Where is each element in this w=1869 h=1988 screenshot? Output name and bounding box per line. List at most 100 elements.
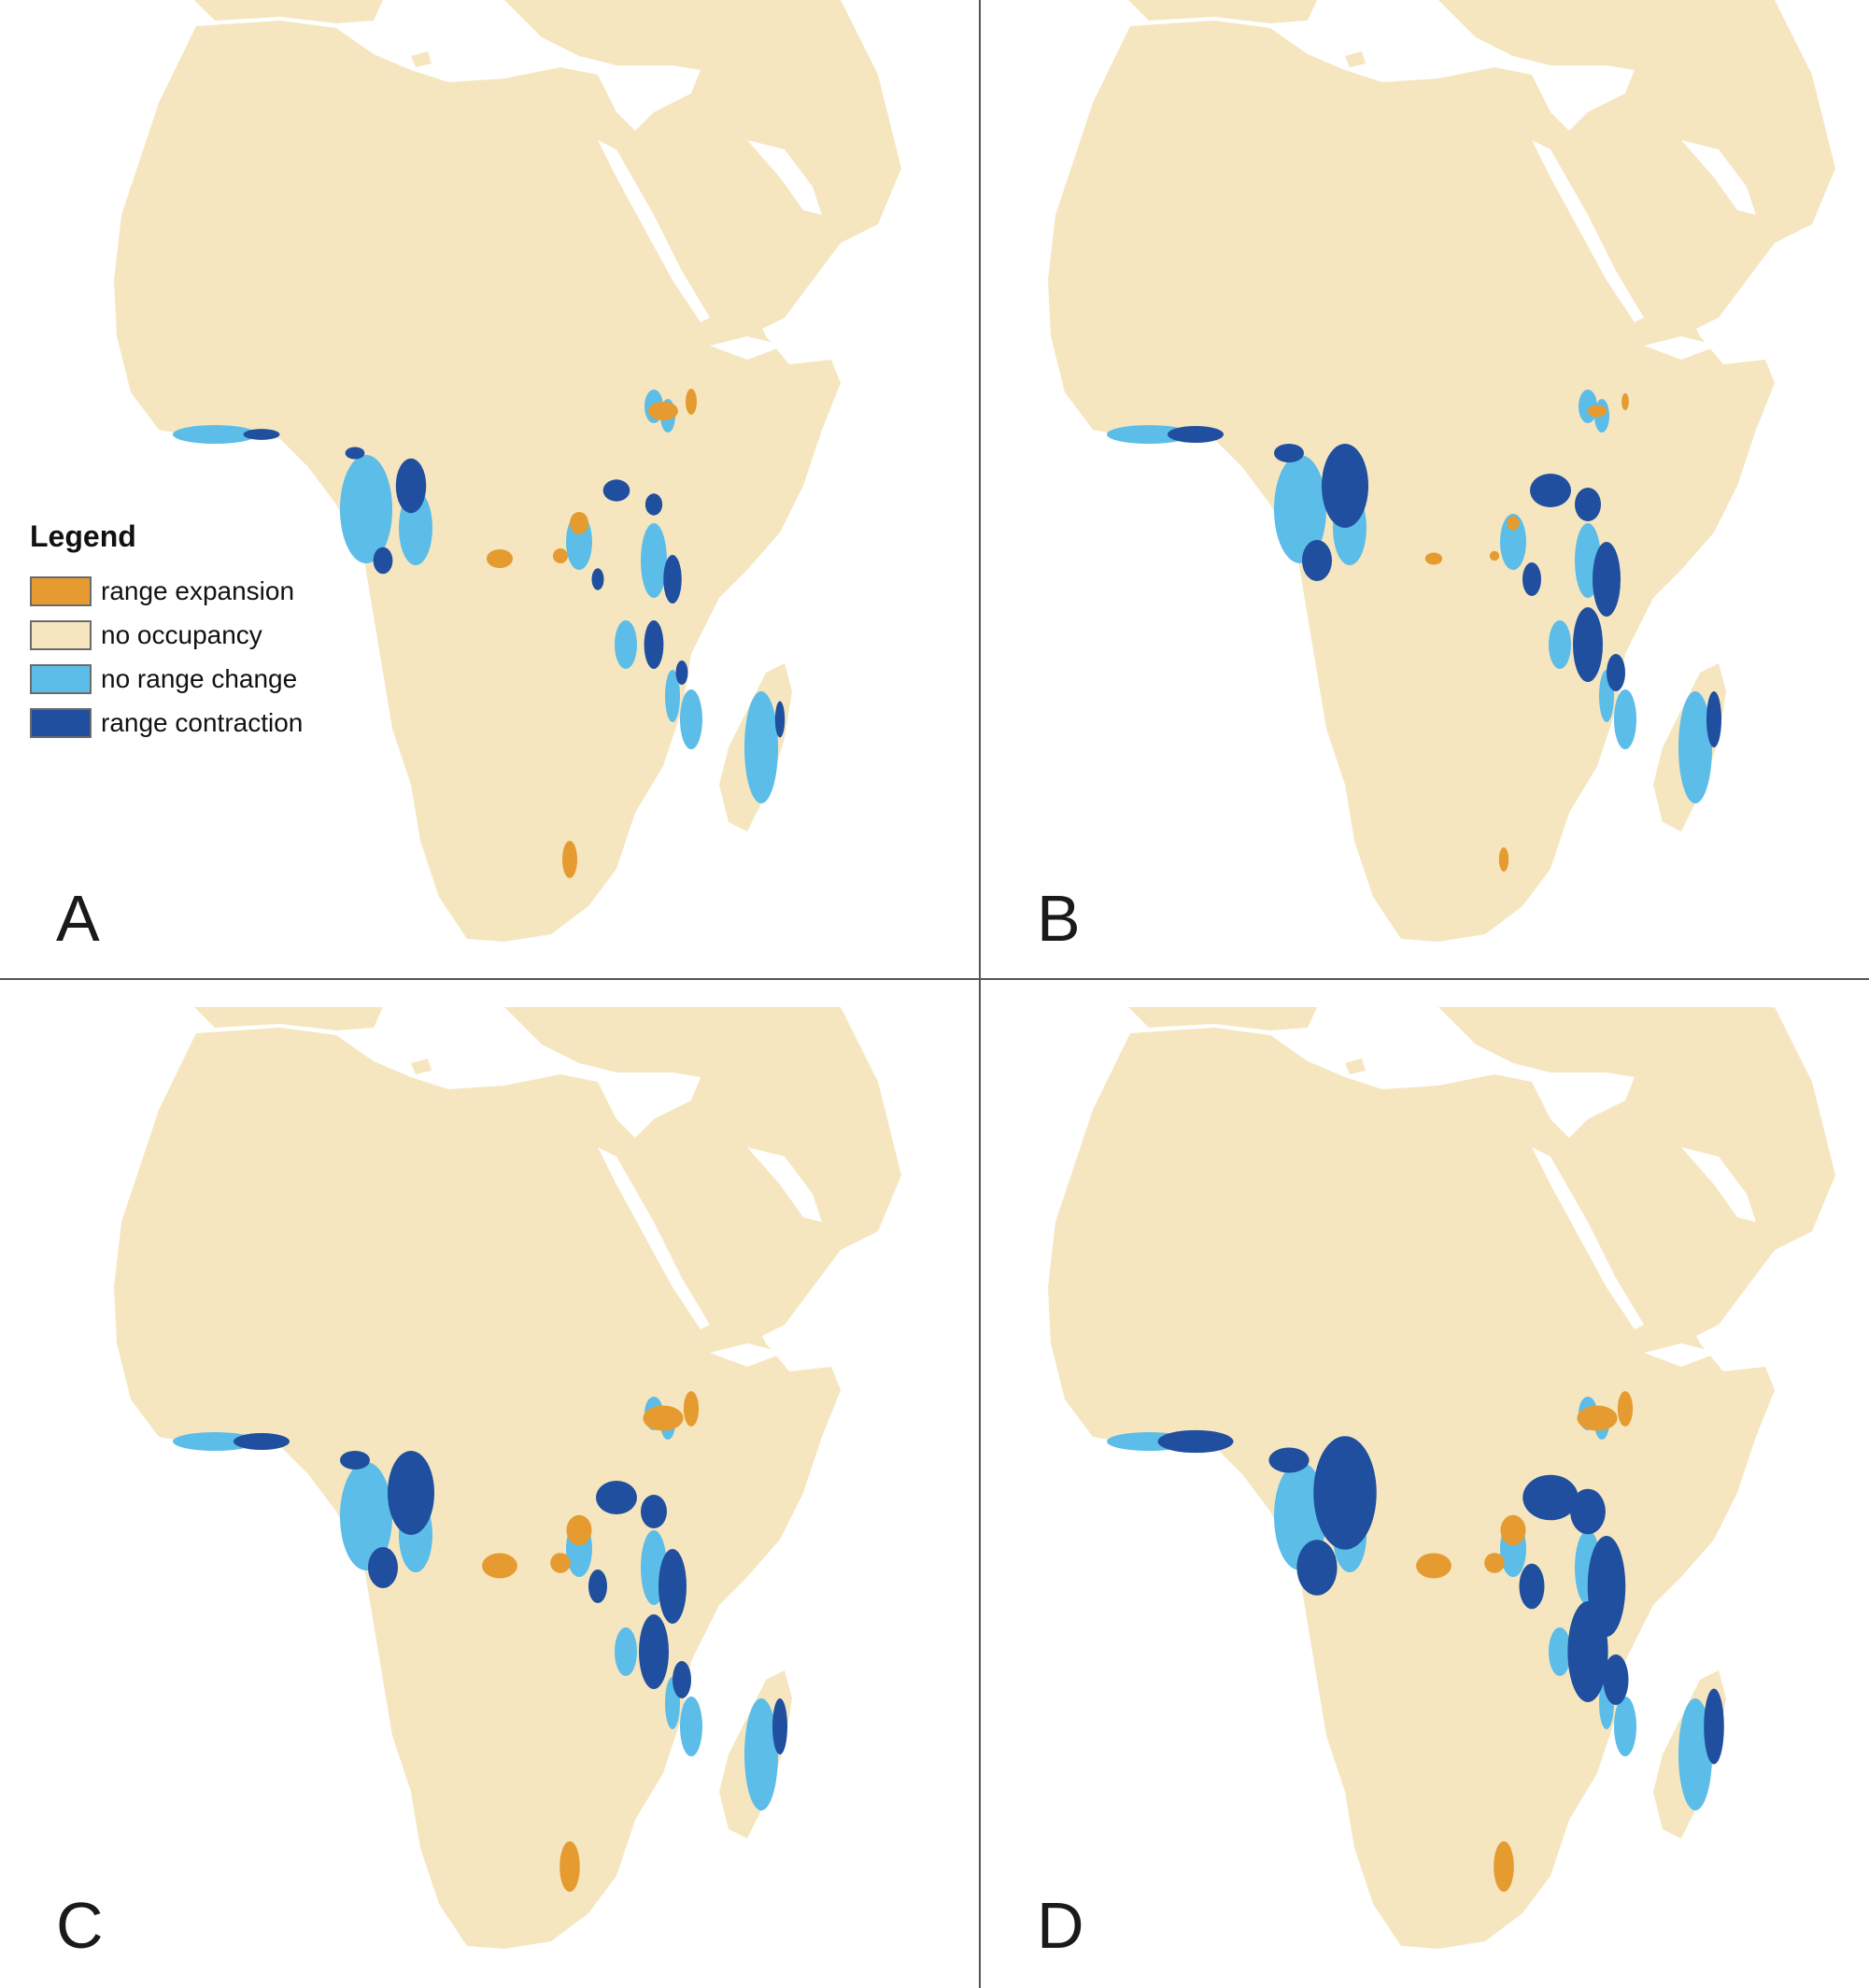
- legend-swatch-no-occupancy: [30, 619, 92, 650]
- range-expansion-region: [487, 549, 513, 568]
- land-mass-2: [504, 1007, 766, 1082]
- range-expansion-region: [1494, 1841, 1514, 1892]
- range-contraction-region: [602, 479, 630, 502]
- sea-inlet-0: [1532, 140, 1644, 322]
- land-mass-1: [1128, 0, 1317, 23]
- no-range-change-region: [665, 670, 680, 722]
- range-contraction-region: [1607, 654, 1625, 691]
- range-contraction-region: [1570, 1488, 1606, 1535]
- legend-item-range-expansion: range expansion: [30, 569, 366, 613]
- no-range-change-region: [744, 1698, 778, 1810]
- africa-map-b: [1048, 0, 1835, 942]
- sea-inlet-1: [1681, 1147, 1756, 1222]
- no-range-change-region: [173, 425, 257, 444]
- range-contraction-region: [663, 555, 682, 604]
- legend-label-no-range-change: no range change: [101, 663, 298, 693]
- no-range-change-region: [1614, 689, 1636, 749]
- land-mass-5: [1345, 1058, 1366, 1074]
- no-range-change-region: [744, 691, 778, 803]
- no-range-change-region: [1274, 455, 1326, 563]
- sea-inlet-0: [598, 140, 710, 322]
- africa-map-d: [1048, 1007, 1835, 1949]
- no-range-change-region: [680, 1697, 702, 1756]
- panel-label-b: B: [1037, 882, 1081, 955]
- range-contraction-region: [1603, 1654, 1629, 1705]
- range-contraction-region: [1704, 1688, 1724, 1765]
- map-panel-d: D: [934, 1007, 1868, 1988]
- legend-item-range-contraction: range contraction: [30, 701, 366, 745]
- range-contraction-region: [388, 1451, 434, 1535]
- legend-title: Legend: [30, 519, 136, 553]
- range-expansion-region: [562, 841, 577, 878]
- range-contraction-region: [774, 701, 786, 738]
- land-mass-1: [194, 1007, 383, 1030]
- range-contraction-region: [1313, 1436, 1377, 1550]
- land-mass-1: [1128, 1007, 1317, 1030]
- range-expansion-region: [566, 1514, 592, 1546]
- range-expansion-region: [553, 548, 568, 563]
- legend-item-no-range-change: no range change: [30, 657, 366, 701]
- range-contraction-region: [673, 1661, 691, 1698]
- range-contraction-region: [658, 1549, 687, 1624]
- range-contraction-region: [644, 493, 663, 516]
- range-expansion-region: [550, 1553, 571, 1573]
- land-mass-1: [194, 0, 383, 23]
- no-range-change-region: [340, 455, 392, 563]
- range-contraction-region: [772, 1698, 787, 1754]
- no-range-change-region: [1614, 1697, 1636, 1756]
- vertical-divider: [979, 0, 981, 1988]
- range-expansion-region: [648, 402, 678, 420]
- land-mass-5: [1345, 51, 1366, 67]
- range-contraction-region: [1706, 691, 1721, 747]
- legend-swatch-range-expansion: [30, 575, 92, 606]
- range-contraction-region: [1519, 1563, 1545, 1610]
- legend: Legend range expansion no occupancy no r…: [30, 519, 366, 745]
- range-contraction-region: [591, 568, 604, 590]
- land-mass-3: [626, 0, 901, 336]
- map-panel-c: C: [0, 1007, 934, 1988]
- range-contraction-region: [340, 1451, 370, 1470]
- sea-inlet-2: [1644, 336, 1719, 360]
- range-contraction-region: [1296, 1540, 1338, 1596]
- range-contraction-region: [1322, 444, 1368, 528]
- range-expansion-region: [1507, 516, 1520, 531]
- sea-inlet-1: [747, 1147, 822, 1222]
- range-expansion-region: [570, 512, 588, 534]
- range-contraction-region: [641, 1495, 667, 1528]
- range-contraction-region: [1575, 488, 1601, 521]
- africa-map-a: [114, 0, 901, 942]
- no-range-change-region: [1107, 425, 1191, 444]
- range-contraction-region: [1522, 562, 1541, 596]
- panel-label-d: D: [1037, 1889, 1084, 1962]
- sea-inlet-2: [710, 1343, 785, 1367]
- no-range-change-region: [1549, 620, 1571, 669]
- legend-swatch-range-contraction: [30, 707, 92, 738]
- sea-inlet-1: [1681, 140, 1756, 215]
- sea-inlet-1: [747, 140, 822, 215]
- range-contraction-region: [644, 620, 664, 669]
- africa-map-c: [114, 1007, 901, 1949]
- land-mass-5: [411, 51, 432, 67]
- no-range-change-region: [340, 1462, 392, 1570]
- sea-inlet-0: [598, 1147, 710, 1329]
- range-expansion-region: [482, 1553, 517, 1579]
- range-contraction-region: [234, 1433, 290, 1450]
- range-contraction-region: [368, 1547, 398, 1588]
- range-expansion-region: [686, 389, 697, 415]
- no-range-change-region: [173, 1432, 257, 1451]
- range-expansion-region: [559, 1841, 580, 1892]
- range-expansion-region: [1500, 1514, 1526, 1546]
- legend-label-range-expansion: range expansion: [101, 575, 295, 605]
- range-contraction-region: [1522, 1474, 1579, 1521]
- range-expansion-region: [1577, 1405, 1618, 1431]
- range-contraction-region: [588, 1569, 607, 1603]
- no-range-change-region: [1678, 1698, 1712, 1810]
- land-mass-5: [411, 1058, 432, 1074]
- sea-inlet-2: [1644, 1343, 1719, 1367]
- legend-label-range-contraction: range contraction: [101, 707, 304, 737]
- range-contraction-region: [243, 429, 280, 440]
- legend-swatch-no-range-change: [30, 663, 92, 694]
- horizontal-divider: [0, 978, 1869, 980]
- range-expansion-region: [1489, 550, 1500, 561]
